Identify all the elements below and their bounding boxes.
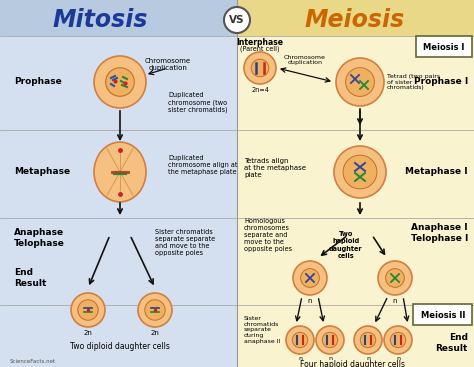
Text: End
Result: End Result [14, 268, 46, 288]
Text: Chromosome
duplication: Chromosome duplication [145, 58, 191, 71]
Text: VS: VS [229, 15, 245, 25]
Text: Sister
chromatids
separate
during
anaphase II: Sister chromatids separate during anapha… [244, 316, 281, 344]
Text: n: n [328, 356, 332, 361]
Text: Tetrads align
at the metaphase
plate: Tetrads align at the metaphase plate [244, 158, 306, 178]
Text: Meiosis: Meiosis [305, 8, 405, 32]
Text: Chromosome
duplication: Chromosome duplication [284, 55, 326, 65]
Text: Two
haploid
daughter
cells: Two haploid daughter cells [329, 232, 363, 258]
Text: Tetrad (two pairs
of sister
chromatids): Tetrad (two pairs of sister chromatids) [387, 74, 440, 90]
Text: Prophase I: Prophase I [414, 77, 468, 87]
Text: 2n=4: 2n=4 [251, 87, 269, 93]
Circle shape [78, 300, 98, 320]
Circle shape [360, 332, 376, 348]
Ellipse shape [334, 146, 386, 198]
Circle shape [390, 332, 406, 348]
Circle shape [251, 59, 269, 77]
Bar [0, 0, 237, 36]
Text: n: n [396, 356, 400, 361]
Text: ScienceFacts.net: ScienceFacts.net [10, 359, 56, 364]
Text: 2n: 2n [151, 330, 159, 336]
Text: End
Result: End Result [436, 333, 468, 353]
Circle shape [322, 332, 337, 348]
Circle shape [224, 7, 250, 33]
Text: Mitosis: Mitosis [52, 8, 148, 32]
Bar [237, 0, 474, 36]
Text: Duplicated
chromosome align at
the metaphase plate: Duplicated chromosome align at the metap… [168, 155, 237, 175]
Text: Interphase: Interphase [237, 38, 283, 47]
Ellipse shape [94, 56, 146, 108]
Ellipse shape [378, 261, 412, 295]
Ellipse shape [384, 326, 412, 354]
Ellipse shape [336, 58, 384, 106]
Circle shape [343, 155, 377, 189]
Text: Meiosis II: Meiosis II [421, 310, 465, 320]
Text: n: n [308, 298, 312, 304]
Text: n: n [393, 298, 397, 304]
FancyBboxPatch shape [413, 304, 472, 325]
Ellipse shape [244, 52, 276, 84]
Text: Four haploid daughter cells: Four haploid daughter cells [301, 360, 405, 367]
Circle shape [346, 68, 374, 97]
Text: Sister chromatids
separate separate
and move to the
opposite poles: Sister chromatids separate separate and … [155, 229, 215, 255]
Ellipse shape [138, 293, 172, 327]
Text: Homologous
chromosomes
separate and
move to the
opposite poles: Homologous chromosomes separate and move… [244, 218, 292, 252]
Text: Metaphase: Metaphase [14, 167, 70, 177]
Bar [237, 0, 474, 367]
Text: n: n [298, 356, 302, 361]
Circle shape [292, 332, 308, 348]
Ellipse shape [94, 142, 146, 202]
Text: Meiosis I: Meiosis I [423, 43, 465, 51]
Text: (Parent cell): (Parent cell) [240, 46, 280, 52]
Text: Two diploid daughter cells: Two diploid daughter cells [70, 342, 170, 351]
Circle shape [386, 269, 404, 287]
Text: Prophase: Prophase [14, 77, 62, 87]
FancyBboxPatch shape [416, 36, 472, 57]
Text: Anaphase I
Telophase I: Anaphase I Telophase I [410, 223, 468, 243]
Bar [0, 0, 237, 367]
Ellipse shape [286, 326, 314, 354]
Circle shape [106, 68, 134, 96]
Circle shape [145, 300, 165, 320]
Text: 2n: 2n [83, 330, 92, 336]
Text: Duplicated
chromosome (two
sister chromatids): Duplicated chromosome (two sister chroma… [168, 92, 228, 113]
Circle shape [301, 269, 319, 287]
Ellipse shape [71, 293, 105, 327]
Text: Anaphase
Telophase: Anaphase Telophase [14, 228, 65, 248]
Text: Metaphase I: Metaphase I [405, 167, 468, 177]
Ellipse shape [354, 326, 382, 354]
Ellipse shape [316, 326, 344, 354]
Text: n: n [366, 356, 370, 361]
Ellipse shape [293, 261, 327, 295]
